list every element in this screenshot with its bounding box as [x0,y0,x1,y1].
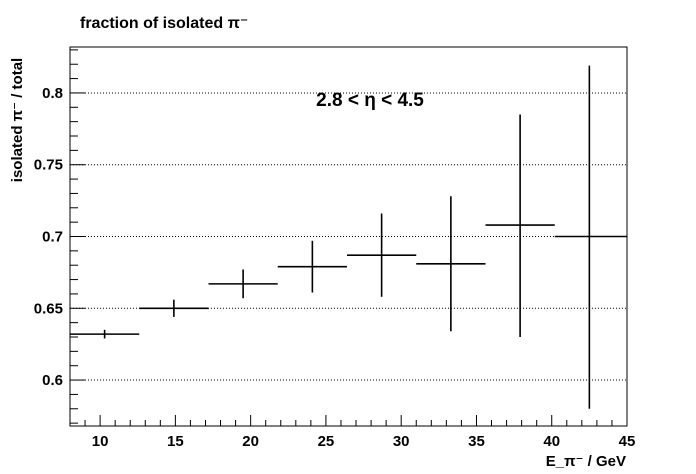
x-axis-title: E_π⁻ / GeV [546,453,626,470]
x-tick-label: 15 [167,433,184,450]
data-point [346,213,417,297]
tick-labels: 10 15 20 25 30 35 40 45 0.6 0.65 0.7 0.75 0.8 [34,85,636,450]
data-points [70,65,627,409]
x-tick-label: 20 [242,433,259,450]
data-point [139,299,209,317]
y-axis-title: isolated π⁻ / total [9,58,26,182]
data-point [554,65,627,409]
x-tick-label: 45 [619,433,636,450]
chart-title: fraction of isolated π⁻ [80,15,248,32]
x-tick-label: 25 [318,433,335,450]
grid-lines [70,92,627,381]
y-tick-label: 0.8 [42,85,63,102]
x-tick-label: 30 [393,433,410,450]
x-tick-label: 35 [468,433,485,450]
data-point [70,329,140,339]
x-tick-label: 10 [92,433,109,450]
data-point [416,196,486,332]
y-tick-label: 0.65 [34,300,63,317]
y-tick-label: 0.7 [42,229,63,246]
y-tick-label: 0.75 [34,157,63,174]
y-tick-label: 0.6 [42,372,63,389]
axis-ticks [69,49,628,426]
x-tick-label: 40 [543,433,560,450]
eta-range-annotation: 2.8 < η < 4.5 [316,90,424,111]
data-point [485,114,555,337]
data-point [277,240,347,293]
data-point [208,269,278,299]
